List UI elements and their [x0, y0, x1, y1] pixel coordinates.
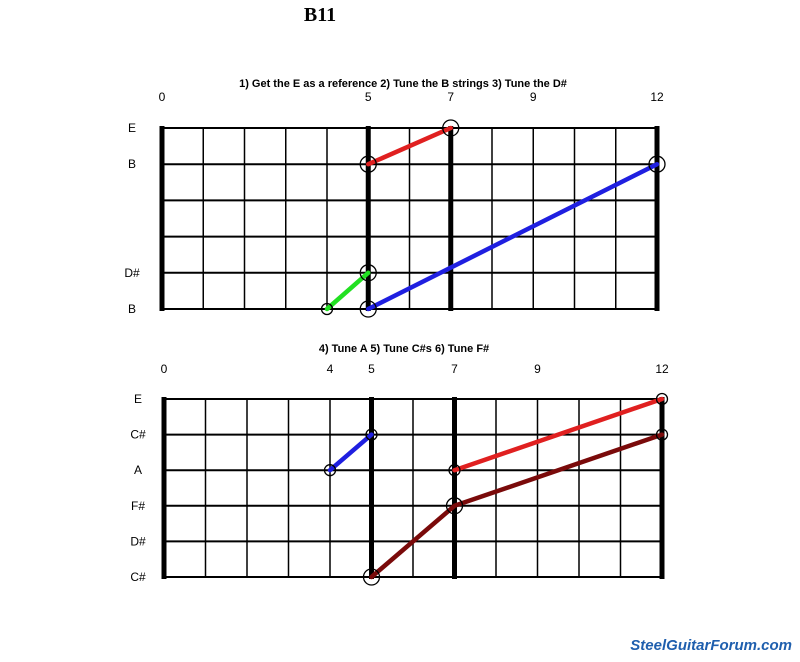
fret-marker [359, 155, 377, 173]
connection-line [452, 396, 665, 473]
string-label: E [134, 392, 142, 406]
diagram-top: 1) Get the E as a reference 2) Tune the … [124, 78, 666, 318]
page-title: B11 [303, 4, 337, 26]
fret-number-label: 7 [451, 362, 458, 376]
fret-marker [320, 302, 334, 316]
connection-line [366, 161, 660, 312]
fret-marker [648, 155, 666, 173]
connection-line [369, 432, 665, 580]
fret-number-label: 9 [530, 90, 537, 104]
string-label: F# [131, 499, 145, 513]
string-label: B [128, 157, 136, 171]
fret-number-label: 5 [368, 362, 375, 376]
connection-line [327, 432, 374, 473]
fret-marker [359, 300, 377, 318]
fret-number-label: 12 [650, 90, 664, 104]
fret-marker [655, 392, 669, 406]
string-label: C# [130, 570, 146, 584]
string-label: D# [130, 534, 146, 548]
fret-marker [365, 428, 378, 441]
watermark-logo: SteelGuitarForum.com [630, 637, 792, 654]
fret-marker [323, 464, 337, 477]
fret-marker [359, 264, 377, 282]
diagram-bottom: 4) Tune A 5) Tune C#s 6) Tune F# 0 4 5 7 9 12 E… [130, 343, 669, 586]
fret-number-label: 12 [655, 362, 669, 376]
connection-line [324, 270, 371, 312]
fret-marker [362, 568, 381, 586]
string-label: A [134, 463, 142, 477]
fret-marker [655, 428, 669, 441]
string-label: B [128, 302, 136, 316]
fret-marker [445, 497, 464, 515]
string-label: D# [124, 266, 140, 280]
fret-number-label: 9 [534, 362, 541, 376]
string-label: E [128, 121, 136, 135]
connection-line [366, 125, 453, 167]
steps-heading: 1) Get the E as a reference 2) Tune the … [239, 78, 567, 90]
fret-number-label: 5 [365, 90, 372, 104]
fret-number-label: 7 [447, 90, 454, 104]
fret-number-label: 0 [159, 90, 166, 104]
steps-heading: 4) Tune A 5) Tune C#s 6) Tune F# [319, 343, 489, 355]
fret-number-label: 4 [327, 362, 334, 376]
string-label: C# [130, 428, 146, 442]
fret-marker [442, 119, 460, 137]
fret-number-label: 0 [161, 362, 168, 376]
fret-marker [448, 464, 461, 477]
